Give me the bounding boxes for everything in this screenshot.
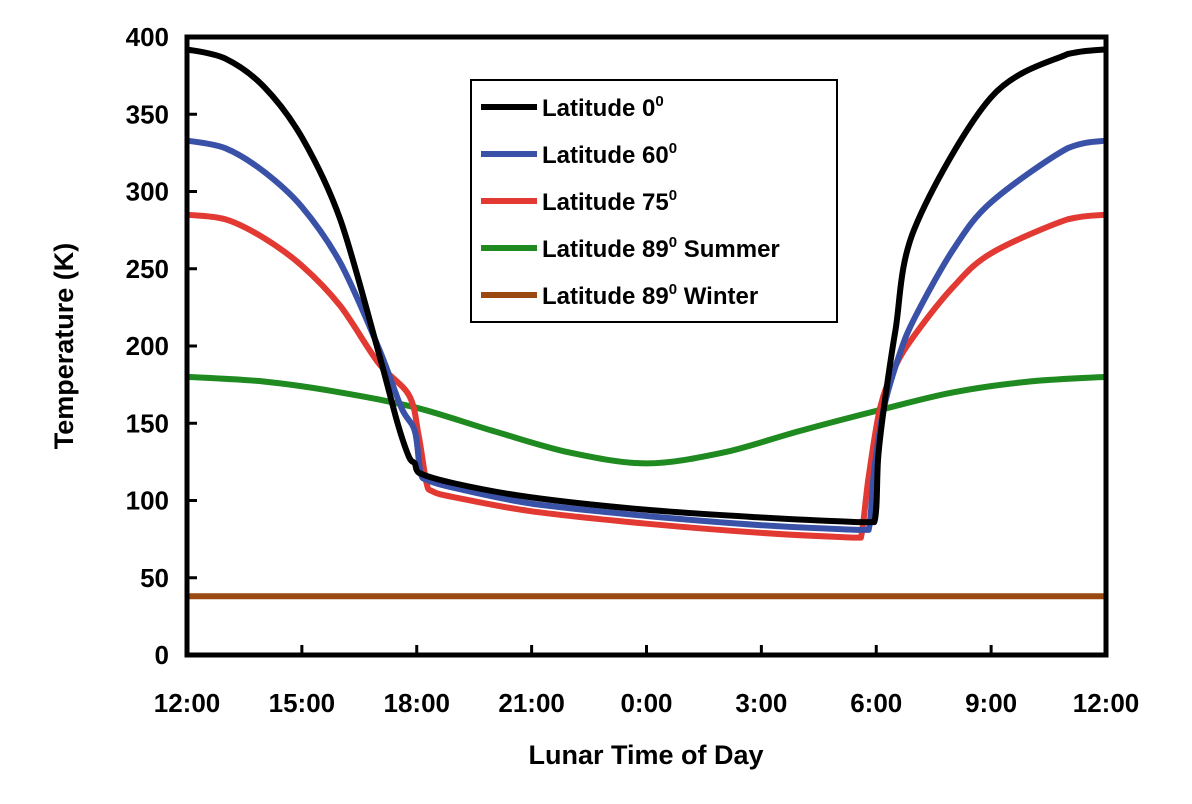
y-tick-label: 150: [126, 408, 169, 438]
x-tick-label: 12:00: [1073, 688, 1140, 718]
x-tick-label: 6:00: [850, 688, 902, 718]
series-line-1: [186, 46, 1107, 526]
x-tick-label: 9:00: [965, 688, 1017, 718]
series-line-4: [186, 373, 1107, 467]
x-axis: 12:00 15:00 18:00 21:00 0:00 3:00 6:00 9:00 12:0…: [154, 645, 1140, 718]
y-tick-label: 0: [155, 640, 169, 670]
x-tick-label: 0:00: [620, 688, 672, 718]
y-tick-label: 400: [126, 22, 169, 52]
x-axis-title: Lunar Time of Day: [528, 740, 763, 770]
x-tick-label: 15:00: [269, 688, 336, 718]
x-tick-label: 18:00: [384, 688, 451, 718]
y-tick-label: 300: [126, 177, 169, 207]
x-tick-label: 3:00: [735, 688, 787, 718]
legend: Latitude 00 Latitude 600 Latitude 750 Latit…: [470, 79, 838, 323]
y-tick-label: 250: [126, 254, 169, 284]
y-tick-label: 200: [126, 331, 169, 361]
y-axis-title: Temperature (K): [49, 243, 79, 450]
series-layer: [186, 46, 1107, 600]
legend-label-4: Latitude 890 Summer: [542, 234, 780, 263]
y-tick-label: 350: [126, 99, 169, 129]
x-tick-label: 21:00: [498, 688, 565, 718]
legend-label-3: Latitude 750: [542, 187, 677, 216]
legend-label-1: Latitude 00: [542, 93, 664, 122]
y-tick-label: 100: [126, 486, 169, 516]
legend-label-5: Latitude 890 Winter: [542, 281, 758, 310]
series-line-3: [186, 211, 1107, 541]
series-line-2: [186, 137, 1107, 533]
y-tick-label: 50: [140, 563, 169, 593]
x-tick-label: 12:00: [154, 688, 221, 718]
legend-label-2: Latitude 600: [542, 140, 677, 169]
y-axis: 0 50 100 150 200 250 300 350 400: [126, 22, 197, 670]
